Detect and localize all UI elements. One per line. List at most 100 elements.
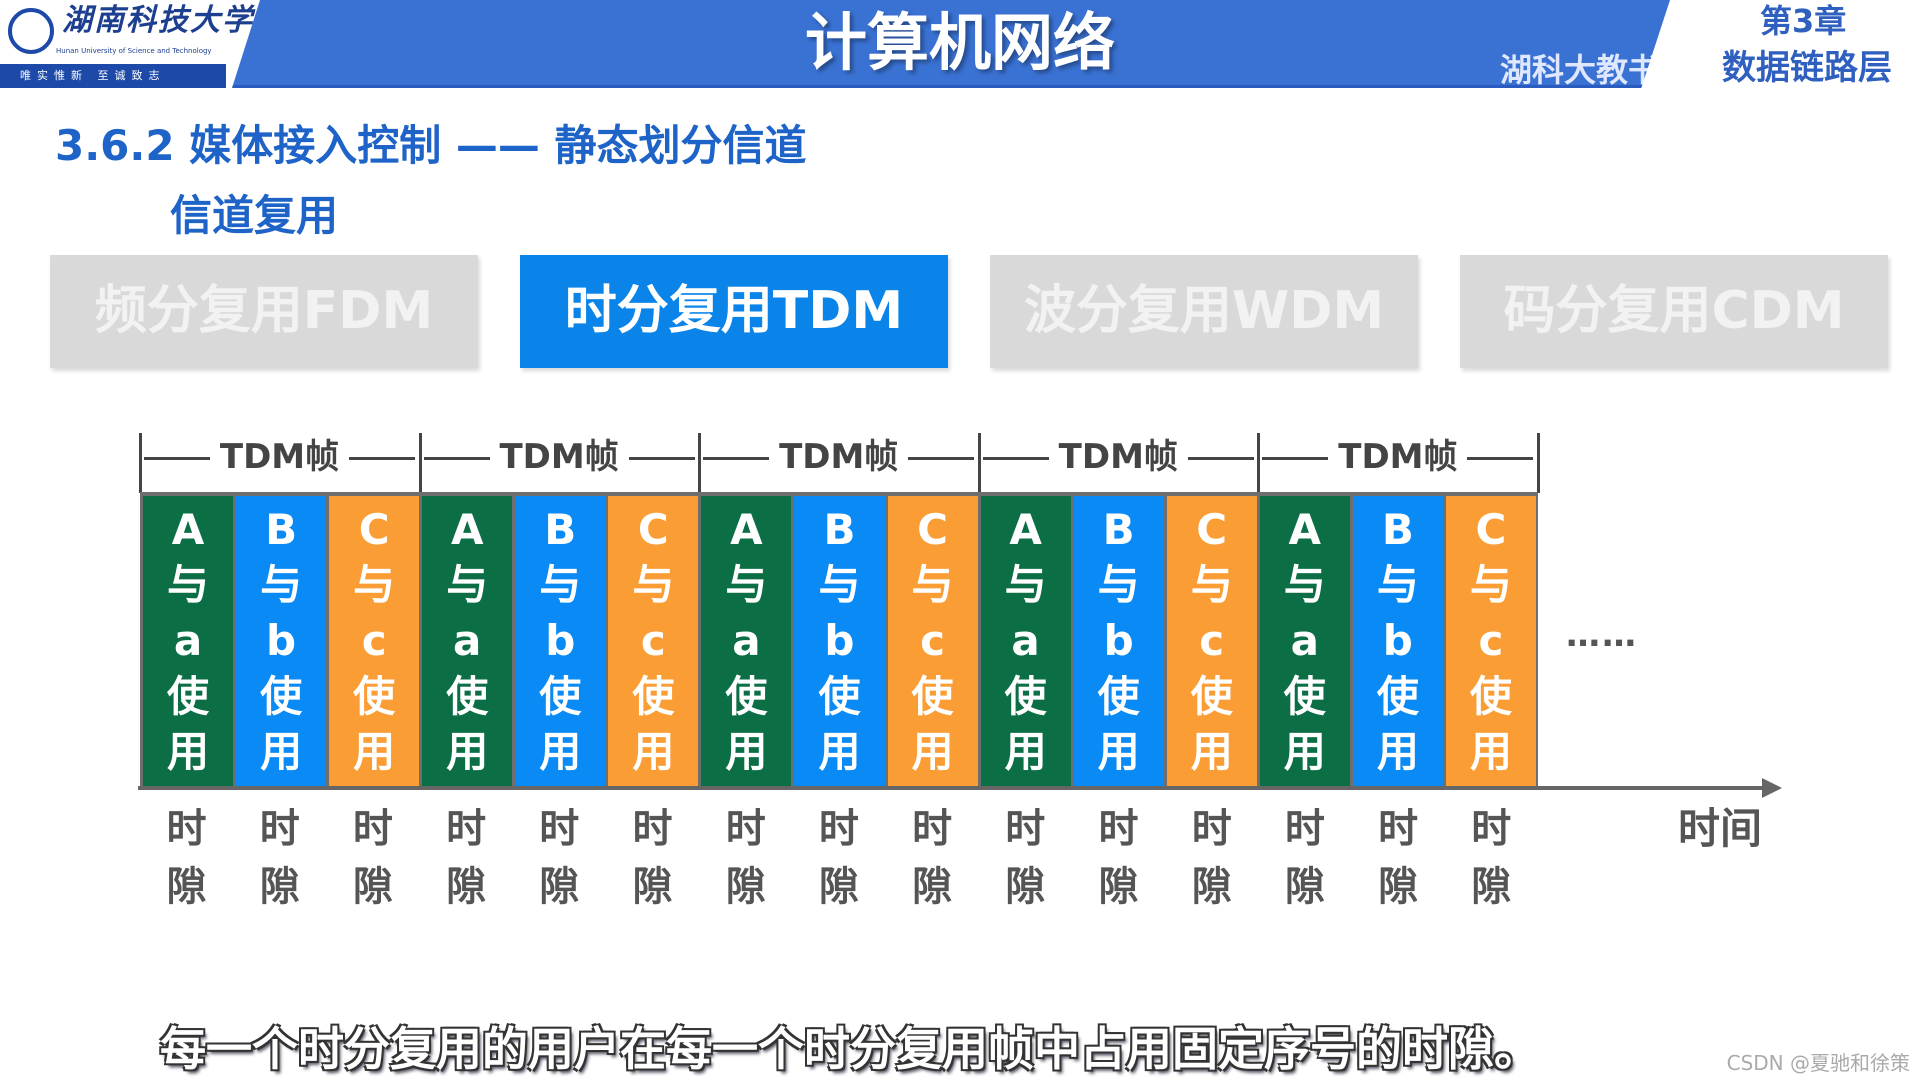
slot-label-text: 隙	[1471, 864, 1512, 910]
slot-label: 时隙	[1445, 800, 1538, 916]
slot-label-text: 时	[912, 806, 953, 852]
slot-text: a	[173, 615, 203, 665]
slot-text: b	[266, 615, 297, 665]
slot-label: 时隙	[792, 800, 885, 916]
time-axis-label: 时间	[1678, 804, 1763, 853]
frame-arrow-right	[628, 457, 695, 460]
slot-text: 使	[632, 671, 675, 721]
slot-text: b	[1103, 615, 1134, 665]
slot-label-text: 隙	[725, 864, 766, 910]
frame-label: TDM帧	[779, 437, 899, 477]
slot-label-text: 隙	[1284, 864, 1325, 910]
slot-label-text: 隙	[1191, 864, 1232, 910]
frame-arrow-right	[1187, 457, 1254, 460]
slot-text: 使	[1469, 671, 1512, 721]
slot-text: 用	[911, 727, 954, 777]
slot-text: 用	[725, 727, 768, 777]
slot-label-text: 隙	[1378, 864, 1419, 910]
page-title: 计算机网络	[804, 6, 1115, 79]
slot-text: 用	[1469, 727, 1512, 777]
slot-label: 时隙	[326, 800, 419, 916]
slot-text: 使	[1097, 671, 1140, 721]
slot-label-text: 时	[1098, 806, 1139, 852]
time-axis	[138, 786, 1768, 790]
slot-text: 使	[1283, 671, 1326, 721]
slot-text: 与	[632, 560, 675, 610]
slot-text: 用	[446, 727, 489, 777]
slot-label-text: 隙	[352, 864, 393, 910]
chapter-label: 第3章	[1760, 2, 1847, 40]
slot-text: 与	[1097, 560, 1140, 610]
frame-boundary	[698, 433, 702, 493]
slot-label-text: 隙	[1005, 864, 1046, 910]
slot-label-text: 时	[259, 806, 300, 852]
slot-label-text: 时	[1191, 806, 1232, 852]
slot-text: 与	[911, 560, 954, 610]
slot-text: 与	[1376, 560, 1419, 610]
slot-text: 用	[1283, 727, 1326, 777]
slot-label-text: 隙	[259, 864, 300, 910]
slot-text: 用	[632, 727, 675, 777]
slot-text: 使	[167, 671, 210, 721]
slot-text: c	[1478, 615, 1504, 665]
frame-arrow-left	[1262, 457, 1329, 460]
slot-text: 与	[1004, 560, 1047, 610]
slot-text: A	[450, 504, 484, 554]
slot-text: C	[358, 504, 390, 554]
chapter-name: 数据链路层	[1722, 48, 1892, 88]
axis-arrow-icon	[1762, 778, 1782, 798]
slot-text: B	[823, 504, 856, 554]
slot-text: A	[171, 504, 205, 554]
slot-text: c	[920, 615, 945, 665]
tab-tdm[interactable]: 时分复用TDM	[520, 255, 948, 368]
slot-label-text: 隙	[166, 864, 207, 910]
frame-arrow-left	[982, 457, 1049, 460]
slot-text: a	[1290, 615, 1319, 665]
slot-text: C	[1475, 504, 1507, 554]
caption-subtitle: 每一个时分复用的用户在每一个时分复用帧中占用固定序号的时隙。	[160, 1022, 1540, 1076]
logo-name: 湖南科技大学	[62, 3, 254, 38]
header-bar: 湖南科技大学 Hunan University of Science and T…	[0, 0, 1920, 92]
slot-label-text: 时	[1378, 806, 1419, 852]
slot-text: b	[824, 615, 855, 665]
header-corner	[1640, 0, 1920, 92]
slot-label-text: 时	[166, 806, 207, 852]
section-subtitle: 信道复用	[170, 191, 339, 240]
slot-text: 用	[167, 727, 210, 777]
slot-label-text: 时	[818, 806, 859, 852]
frame-boundary	[977, 433, 981, 493]
tab-fdm[interactable]: 频分复用FDM	[50, 255, 478, 368]
slot-text: 用	[818, 727, 861, 777]
slot-text: 与	[725, 560, 768, 610]
slot-label: 时隙	[513, 800, 606, 916]
slot-text: 使	[1190, 671, 1233, 721]
slot-text: 使	[353, 671, 396, 721]
slot-label: 时隙	[1258, 800, 1351, 916]
frame-boundary	[139, 433, 142, 493]
slot-label: 时隙	[606, 800, 699, 916]
slot-label: 时隙	[979, 800, 1072, 916]
slot-text: B	[544, 504, 577, 554]
tab-wdm[interactable]: 波分复用WDM	[990, 255, 1418, 368]
slot-label-text: 时	[539, 806, 580, 852]
frame-label: TDM帧	[219, 437, 340, 477]
slot-text: 与	[260, 560, 303, 610]
slot-label-text: 隙	[632, 864, 673, 910]
frame-label: TDM帧	[1338, 437, 1458, 477]
slot-text: A	[1288, 504, 1322, 554]
frame-arrow-right	[1467, 457, 1534, 460]
slot-text: C	[637, 504, 669, 554]
slot-label-text: 隙	[818, 864, 859, 910]
slot-text: 与	[446, 560, 489, 610]
frame-boundary	[418, 433, 422, 493]
tab-cdm[interactable]: 码分复用CDM	[1460, 255, 1888, 368]
